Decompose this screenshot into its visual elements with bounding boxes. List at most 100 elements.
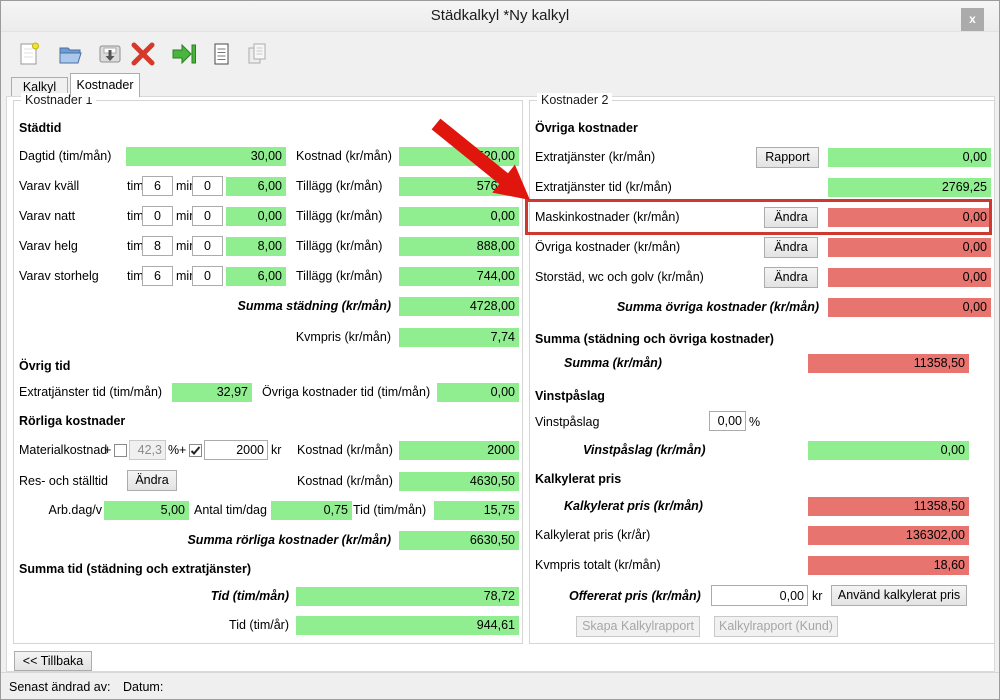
maskin-andra-button[interactable]: Ändra (764, 207, 818, 228)
heading-stadtid: Städtid (19, 121, 62, 135)
summa-kr-field: 11358,50 (808, 354, 969, 373)
tim-label: tim (127, 179, 144, 193)
kalkylerat-man-field: 11358,50 (808, 497, 969, 516)
delete-icon[interactable] (129, 40, 157, 68)
save-icon[interactable] (96, 40, 124, 68)
import-icon[interactable] (170, 40, 198, 68)
tillagg-natt-label: Tillägg (kr/mån) (296, 209, 383, 223)
heading-rorliga: Rörliga kostnader (19, 414, 126, 428)
ovriga-kostnader-kr-label: Övriga kostnader (kr/mån) (535, 240, 681, 254)
material-kr-input[interactable] (204, 440, 268, 460)
tim-label: tim (127, 239, 144, 253)
material-plus-1: + (104, 443, 112, 457)
extratjanster-tid-label: Extratjänster tid (tim/mån) (19, 385, 163, 399)
tim-label: tim (127, 269, 144, 283)
tid-timman-field: 15,75 (434, 501, 519, 520)
open-folder-icon[interactable] (57, 40, 85, 68)
title-bar: Städkalkyl *Ny kalkyl (1, 1, 999, 32)
ovriga-kostnader-tid-label: Övriga kostnader tid (tim/mån) (262, 385, 431, 399)
storhelg-tim-input[interactable] (142, 266, 173, 286)
tid-man-field: 78,72 (296, 587, 519, 606)
res-andra-button[interactable]: Ändra (127, 470, 177, 491)
natt-min-input[interactable] (192, 206, 223, 226)
copy-icon[interactable] (243, 40, 271, 68)
dagtid-value-field: 30,00 (126, 147, 286, 166)
arbdag-label: Arb.dag/v (48, 503, 102, 517)
arbdag-field: 5,00 (104, 501, 189, 520)
kalkylrapport-kund-button[interactable]: Kalkylrapport (Kund) (714, 616, 838, 637)
helg-tim-input[interactable] (142, 236, 173, 256)
summa-rorliga-field: 6630,50 (399, 531, 519, 550)
groupbox-kostnader-1 (13, 100, 523, 644)
offererat-pris-label: Offererat pris (kr/mån) (569, 589, 701, 603)
kostnad-res-field: 4630,50 (399, 472, 519, 491)
tillbaka-button[interactable]: << Tillbaka (14, 651, 92, 671)
summa-kr-label: Summa (kr/mån) (564, 356, 662, 370)
storstad-andra-button[interactable]: Ändra (764, 267, 818, 288)
antal-timdag-label: Antal tim/dag (194, 503, 267, 517)
kostnad-material-label: Kostnad (kr/mån) (297, 443, 393, 457)
heading-summa: Summa (städning och övriga kostnader) (535, 332, 774, 346)
heading-summa-tid: Summa tid (städning och extratjänster) (19, 562, 251, 576)
ovriga-kostnader-kr-field: 0,00 (828, 238, 991, 257)
varav-storhelg-label: Varav storhelg (19, 269, 99, 283)
summa-rorliga-label: Summa rörliga kostnader (kr/mån) (187, 533, 391, 547)
extratjanster-tid-kr-field: 2769,25 (828, 178, 991, 197)
kalkylerat-ar-label: Kalkylerat pris (kr/år) (535, 528, 651, 542)
helg-sum-field: 8,00 (226, 237, 286, 256)
tid-timman-label: Tid (tim/mån) (353, 503, 427, 517)
natt-tim-input[interactable] (142, 206, 173, 226)
material-pct-checkbox[interactable] (114, 444, 127, 457)
summa-ovriga-field: 0,00 (828, 298, 991, 317)
antal-timdag-field: 0,75 (271, 501, 352, 520)
extratjanster-kr-field: 0,00 (828, 148, 991, 167)
material-pct-unit: % (168, 443, 180, 457)
extratjanster-kr-label: Extratjänster (kr/mån) (535, 150, 656, 164)
heading-ovrig-tid: Övrig tid (19, 359, 71, 373)
report-icon[interactable] (207, 40, 235, 68)
skapa-kalkylrapport-button[interactable]: Skapa Kalkylrapport (576, 616, 700, 637)
varav-helg-label: Varav helg (19, 239, 78, 253)
ovriga-andra-button[interactable]: Ändra (764, 237, 818, 258)
material-kr-checkbox[interactable] (189, 444, 202, 457)
kvall-min-input[interactable] (192, 176, 223, 196)
storhelg-sum-field: 6,00 (226, 267, 286, 286)
new-document-icon[interactable] (15, 40, 43, 68)
kvall-sum-field: 6,00 (226, 177, 286, 196)
storstad-label: Storstäd, wc och golv (kr/mån) (535, 270, 704, 284)
min-label: min (176, 179, 197, 193)
dagtid-label: Dagtid (tim/mån) (19, 149, 112, 163)
kvmpris-totalt-label: Kvmpris totalt (kr/mån) (535, 558, 661, 572)
heading-ovriga-kostnader: Övriga kostnader (535, 121, 638, 135)
maskinkostnader-field: 0,00 (828, 208, 991, 227)
tab-kostnader[interactable]: Kostnader (70, 73, 140, 97)
helg-min-input[interactable] (192, 236, 223, 256)
tillagg-helg-label: Tillägg (kr/mån) (296, 239, 383, 253)
close-button[interactable]: x (961, 8, 984, 31)
extratjanster-tid-kr-label: Extratjänster tid (kr/mån) (535, 180, 672, 194)
tid-man-label: Tid (tim/mån) (210, 589, 289, 603)
vinstpaslag-kr-label: Vinstpåslag (kr/mån) (583, 443, 706, 457)
materialkostnad-label: Materialkostnad (19, 443, 108, 457)
maskinkostnader-label: Maskinkostnader (kr/mån) (535, 210, 680, 224)
extratjanster-tid-field: 32,97 (172, 383, 252, 402)
varav-natt-label: Varav natt (19, 209, 76, 223)
kvall-tim-input[interactable] (142, 176, 173, 196)
varav-kvall-label: Varav kväll (19, 179, 80, 193)
offererat-kr-unit: kr (812, 589, 823, 603)
rapport-button[interactable]: Rapport (756, 147, 819, 168)
tillagg-kvall-field: 576,00 (399, 177, 519, 196)
tillagg-storhelg-label: Tillägg (kr/mån) (296, 269, 383, 283)
storhelg-min-input[interactable] (192, 266, 223, 286)
min-label: min (176, 209, 197, 223)
summa-stadning-field: 4728,00 (399, 297, 519, 316)
anvand-kalkylerat-pris-button[interactable]: Använd kalkylerat pris (831, 585, 967, 606)
kalkylerat-man-label: Kalkylerat pris (kr/mån) (564, 499, 703, 513)
vinstpaslag-label: Vinstpåslag (535, 415, 600, 429)
kvmpris-label: Kvmpris (kr/mån) (295, 330, 391, 344)
vinstpaslag-input[interactable] (709, 411, 746, 431)
offererat-pris-input[interactable] (711, 585, 808, 606)
tillagg-storhelg-field: 744,00 (399, 267, 519, 286)
material-pct-input[interactable] (129, 440, 166, 460)
